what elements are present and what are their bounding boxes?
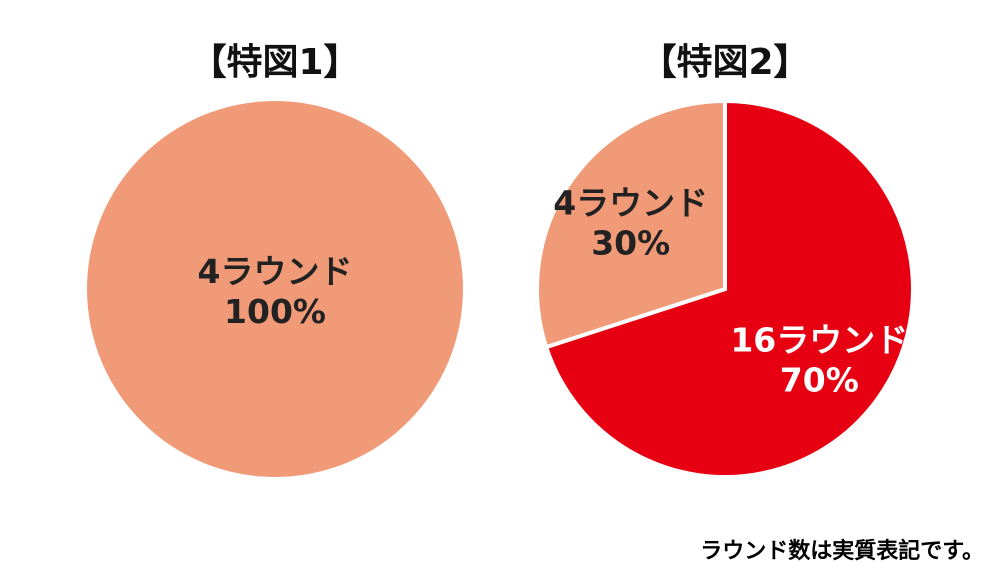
pie-1-slices <box>87 101 463 477</box>
chart-title-tokuzu-2: 【特図2】 <box>640 42 809 83</box>
slice-name: 16ラウンド <box>730 321 908 360</box>
footnote-text: ラウンド数は実質表記です。 <box>700 539 984 564</box>
pie-slice-2-2 <box>535 98 727 350</box>
pie-slice-2-1 <box>543 98 915 479</box>
chart-title-tokuzu-1: 【特図1】 <box>190 42 359 83</box>
pie-chart-tokuzu-1: 【特図1】 4ラウンド 100% <box>87 42 463 477</box>
pie-slice-1-1 <box>87 101 463 477</box>
pie-1-labels: 4ラウンド 100% <box>198 252 353 331</box>
slice-percent: 70% <box>780 361 859 400</box>
pie-2-slices <box>535 98 915 479</box>
slice-name: 4ラウンド <box>553 184 708 223</box>
slice-percent: 30% <box>591 224 670 263</box>
slice-label-2-2: 4ラウンド 30% <box>553 184 708 263</box>
pie-chart-tokuzu-2: 【特図2】 16ラウンド 70% 4ラウンド 30% <box>535 42 915 479</box>
pie-2-labels: 16ラウンド 70% 4ラウンド 30% <box>553 184 908 400</box>
slice-percent: 100% <box>224 292 326 331</box>
slice-label-1-1: 4ラウンド 100% <box>198 252 353 331</box>
slice-label-2-1: 16ラウンド 70% <box>730 321 908 400</box>
slice-name: 4ラウンド <box>198 252 353 291</box>
